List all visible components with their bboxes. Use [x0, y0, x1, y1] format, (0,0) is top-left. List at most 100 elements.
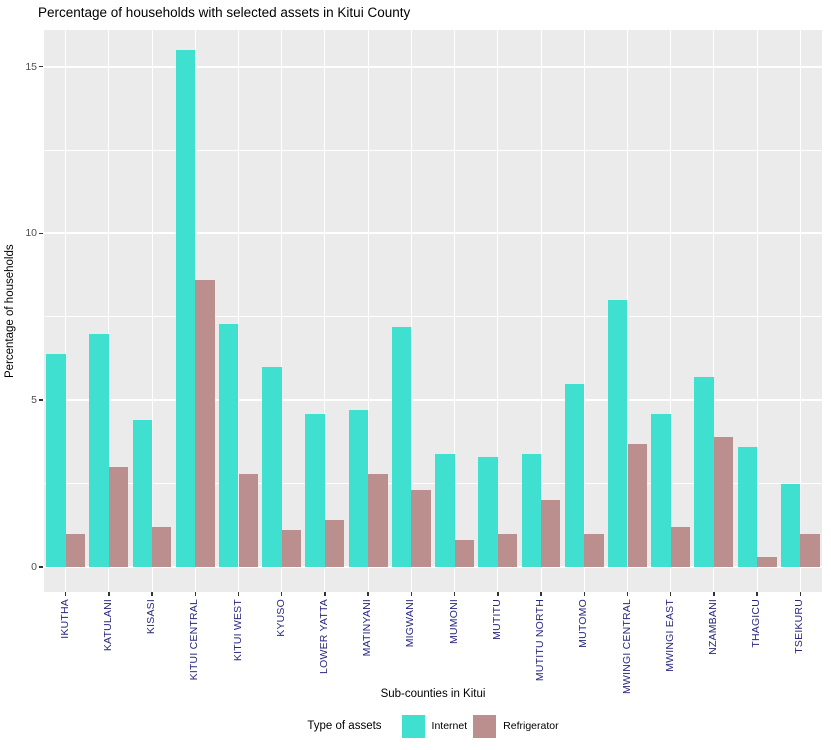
bar-internet: [651, 413, 671, 567]
gridline-vertical: [238, 30, 239, 592]
gridline-vertical: [151, 30, 153, 592]
legend-title: Type of assets: [307, 720, 382, 732]
legend-swatch-refrigerator: [473, 714, 497, 738]
x-tick-label: THAGICU: [750, 599, 763, 648]
bar-internet: [694, 376, 714, 567]
bar-refrigerator: [324, 520, 345, 567]
gridline-major: [44, 565, 822, 568]
x-tick-label: KATULANI: [101, 599, 114, 652]
bar-refrigerator: [627, 443, 647, 567]
x-tick-label: MIGWANI: [404, 599, 417, 648]
x-tick-label: MUTITU: [490, 599, 503, 640]
x-tick-mark: [64, 592, 67, 596]
bar-refrigerator: [195, 280, 215, 567]
gridline-vertical: [713, 30, 715, 592]
bar-internet: [478, 456, 498, 567]
x-tick-label: TSEIKURU: [793, 599, 806, 654]
x-tick-label: MUTOMO: [577, 599, 590, 648]
y-tick-mark: [39, 399, 43, 401]
x-tick-label: LOWER YATTA: [317, 599, 330, 674]
bar-refrigerator: [238, 473, 258, 567]
gridline-vertical: [410, 30, 412, 592]
x-tick-mark: [151, 592, 153, 596]
y-tick-label: 10: [25, 227, 37, 240]
x-tick-label: MUMONI: [447, 599, 460, 644]
x-tick-label: KISASI: [145, 599, 158, 635]
gridline-vertical: [540, 30, 542, 592]
gridline-vertical: [627, 30, 628, 592]
bar-internet: [608, 300, 628, 567]
gridline-minor: [44, 316, 822, 318]
bar-refrigerator: [757, 556, 777, 567]
legend-item-refrigerator: Refrigerator: [473, 714, 559, 738]
x-tick-mark: [108, 592, 110, 596]
x-tick-mark: [324, 592, 326, 596]
bar-internet: [262, 366, 282, 567]
x-tick-mark: [669, 592, 672, 596]
bar-refrigerator: [65, 533, 86, 567]
x-tick-mark: [799, 592, 802, 596]
x-tick-mark: [453, 592, 456, 596]
gridline-vertical: [65, 30, 67, 592]
gridline-vertical: [799, 30, 801, 592]
x-tick-label: IKUTHA: [58, 599, 71, 639]
y-tick-mark: [39, 65, 43, 68]
x-tick-label: MATINYANI: [361, 599, 374, 657]
x-tick-label: NZAMBANI: [706, 599, 719, 655]
gridline-major: [44, 65, 822, 68]
bar-internet: [435, 453, 455, 567]
y-tick-label: 0: [31, 560, 37, 573]
x-tick-mark: [713, 592, 715, 596]
gridline-minor: [44, 483, 822, 485]
x-tick-mark: [626, 592, 629, 596]
bar-internet: [89, 333, 109, 567]
bar-refrigerator: [713, 436, 734, 567]
bar-internet: [348, 410, 369, 567]
y-tick-mark: [39, 566, 43, 568]
y-tick-label: 5: [31, 394, 37, 407]
gridline-major: [44, 232, 822, 235]
bar-refrigerator: [368, 473, 388, 567]
gridline-major: [44, 399, 822, 402]
bar-refrigerator: [670, 526, 691, 567]
bar-refrigerator: [584, 533, 604, 567]
legend-label: Refrigerator: [503, 720, 559, 732]
gridline-vertical: [454, 30, 456, 592]
x-tick-mark: [367, 592, 369, 596]
bar-internet: [780, 483, 801, 567]
legend-swatch-internet: [401, 714, 425, 738]
gridline-vertical: [670, 30, 672, 592]
bar-internet: [175, 50, 196, 567]
x-tick-mark: [583, 592, 586, 596]
bar-refrigerator: [497, 533, 518, 567]
bar-internet: [132, 420, 153, 567]
bar-internet: [521, 453, 542, 567]
x-tick-label: KITUI CENTRAL: [188, 599, 201, 681]
x-tick-mark: [497, 592, 499, 596]
gridline-vertical: [497, 30, 499, 592]
bar-internet: [219, 323, 239, 567]
gridline-vertical: [583, 30, 585, 592]
x-tick-mark: [194, 592, 197, 596]
legend-items: Internet Refrigerator: [396, 714, 559, 738]
bar-refrigerator: [411, 490, 431, 567]
x-tick-label: KITUI WEST: [231, 599, 244, 662]
x-tick-label: MWINGI EAST: [663, 599, 676, 672]
legend: Type of assets Internet Refrigerator: [44, 708, 822, 744]
bar-refrigerator: [454, 540, 475, 567]
gridline-vertical: [108, 30, 110, 592]
bar-refrigerator: [281, 530, 302, 567]
bar-internet: [46, 353, 66, 567]
chart-title: Percentage of households with selected a…: [38, 5, 411, 20]
gridline-vertical: [367, 30, 369, 592]
x-tick-mark: [540, 592, 542, 596]
x-tick-label: KYUSO: [274, 599, 287, 637]
bar-internet: [391, 326, 412, 567]
x-tick-label: MUTITU NORTH: [534, 599, 547, 682]
x-tick-mark: [237, 592, 240, 596]
gridline-vertical: [281, 30, 283, 592]
plot-panel: [44, 30, 822, 592]
bar-refrigerator: [800, 533, 820, 567]
bar-refrigerator: [152, 526, 172, 567]
